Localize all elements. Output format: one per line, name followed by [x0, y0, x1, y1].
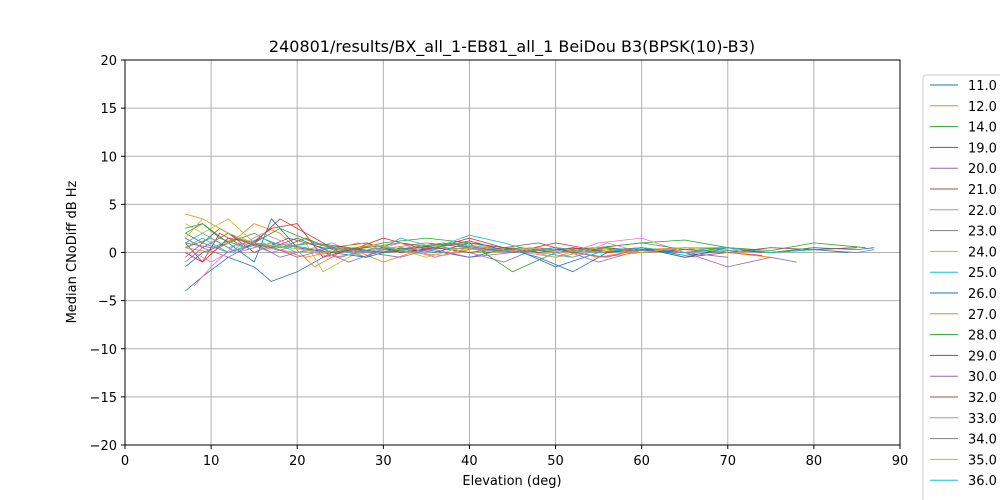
x-tick-label: 20: [289, 454, 306, 469]
y-tick-label: 20: [100, 54, 117, 69]
legend-entry: 11.0: [968, 79, 997, 94]
y-tick-label: −20: [90, 439, 117, 454]
x-tick-label: 50: [547, 454, 564, 469]
legend-entry: 36.0: [968, 474, 997, 489]
legend-entry: 25.0: [968, 266, 997, 281]
y-tick-label: 15: [100, 102, 117, 117]
legend-entry: 23.0: [968, 225, 997, 240]
legend-entry: 33.0: [968, 412, 997, 427]
legend-entry: 35.0: [968, 453, 997, 468]
y-tick-label: 0: [109, 247, 117, 262]
y-tick-label: 10: [100, 150, 117, 165]
x-tick-label: 60: [633, 454, 650, 469]
series-line: [185, 227, 857, 253]
x-axis-ticks: 0 10 20 30 40 50 60 70 80 90: [121, 445, 908, 469]
legend-box: [922, 74, 1000, 500]
legend-entry: 29.0: [968, 349, 997, 364]
legend-entry: 26.0: [968, 287, 997, 302]
legend-entry: 20.0: [968, 162, 997, 177]
legend-entry: 24.0: [968, 245, 997, 260]
x-tick-label: 80: [806, 454, 823, 469]
x-tick-label: 10: [203, 454, 220, 469]
legend-entry: 21.0: [968, 183, 997, 198]
chart-title: 240801/results/BX_all_1-EB81_all_1 BeiDo…: [269, 37, 755, 57]
y-tick-label: −10: [90, 343, 117, 358]
legend-items: 11.0 12.0 14.0 19.0 20.0 21.0 22.0 23.0 24.0 25.0…: [930, 79, 997, 489]
legend-entry: 30.0: [968, 370, 997, 385]
y-axis-label: Median CNoDiff dB Hz: [65, 180, 80, 323]
series-line: [185, 218, 728, 258]
y-axis-ticks: −20 −15 −10 −5 0 5 10 15 20: [90, 54, 125, 454]
legend-entry: 27.0: [968, 308, 997, 323]
legend-entry: 12.0: [968, 100, 997, 115]
legend-entry: 19.0: [968, 141, 997, 156]
y-tick-label: −15: [90, 391, 117, 406]
series-layer: [185, 213, 875, 292]
series-line: [185, 247, 875, 292]
y-tick-label: −5: [98, 295, 117, 310]
series-line: [185, 237, 814, 253]
y-tick-label: 5: [109, 198, 117, 213]
x-tick-label: 0: [121, 454, 129, 469]
legend-entry: 34.0: [968, 433, 997, 448]
legend-entry: 28.0: [968, 329, 997, 344]
series-line: [193, 232, 677, 263]
x-tick-label: 30: [375, 454, 392, 469]
legend-entry: 14.0: [968, 121, 997, 136]
x-tick-label: 40: [461, 454, 478, 469]
legend-entry: 22.0: [968, 204, 997, 219]
x-tick-label: 70: [720, 454, 737, 469]
legend-entry: 32.0: [968, 391, 997, 406]
series-line: [185, 218, 849, 273]
x-tick-label: 90: [892, 454, 909, 469]
x-axis-label: Elevation (deg): [462, 474, 561, 489]
legend: 11.0 12.0 14.0 19.0 20.0 21.0 22.0 23.0 24.0 25.0…: [922, 74, 1000, 500]
